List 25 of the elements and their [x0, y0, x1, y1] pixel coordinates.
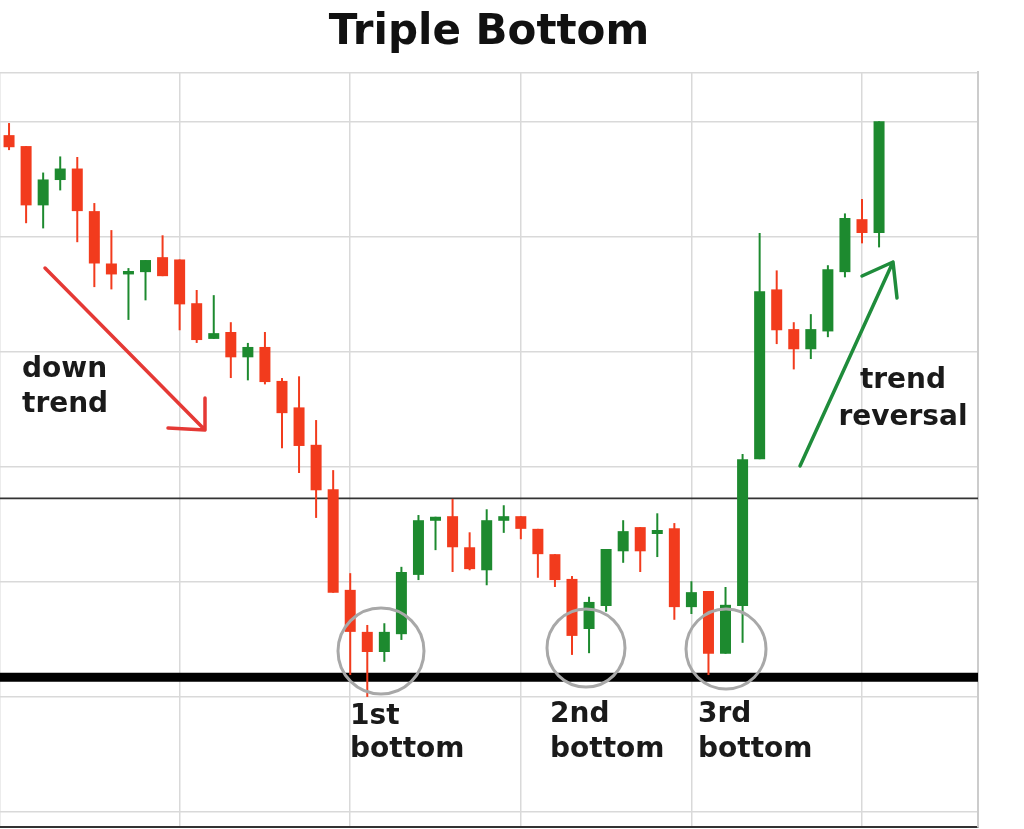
candlestick: [430, 515, 442, 552]
annotation: trend reversal: [838, 362, 968, 433]
candlestick: [464, 531, 476, 572]
annotation: 2nd bottom: [550, 696, 665, 765]
chart-title: Triple Bottom: [328, 5, 650, 55]
candlestick: [157, 234, 169, 278]
candlestick: [208, 294, 220, 340]
candlestick: [805, 313, 817, 361]
candlestick: [54, 155, 66, 192]
candlestick: [105, 229, 117, 291]
candlestick: [788, 321, 800, 371]
annotation: down trend: [22, 351, 109, 420]
candlestick: [140, 259, 152, 302]
candlestick: [498, 504, 510, 534]
candlestick: [3, 122, 15, 152]
candlestick: [685, 580, 697, 616]
candlestick: [515, 515, 527, 541]
annotation: 3rd bottom: [698, 696, 813, 765]
candlestick: [242, 341, 254, 382]
candlestick: [378, 622, 390, 663]
candlestick: [651, 512, 663, 559]
candlestick: [361, 623, 373, 698]
text: 1st bottom: [350, 698, 465, 765]
candlestick: [856, 198, 868, 245]
candlestick: [617, 519, 629, 564]
